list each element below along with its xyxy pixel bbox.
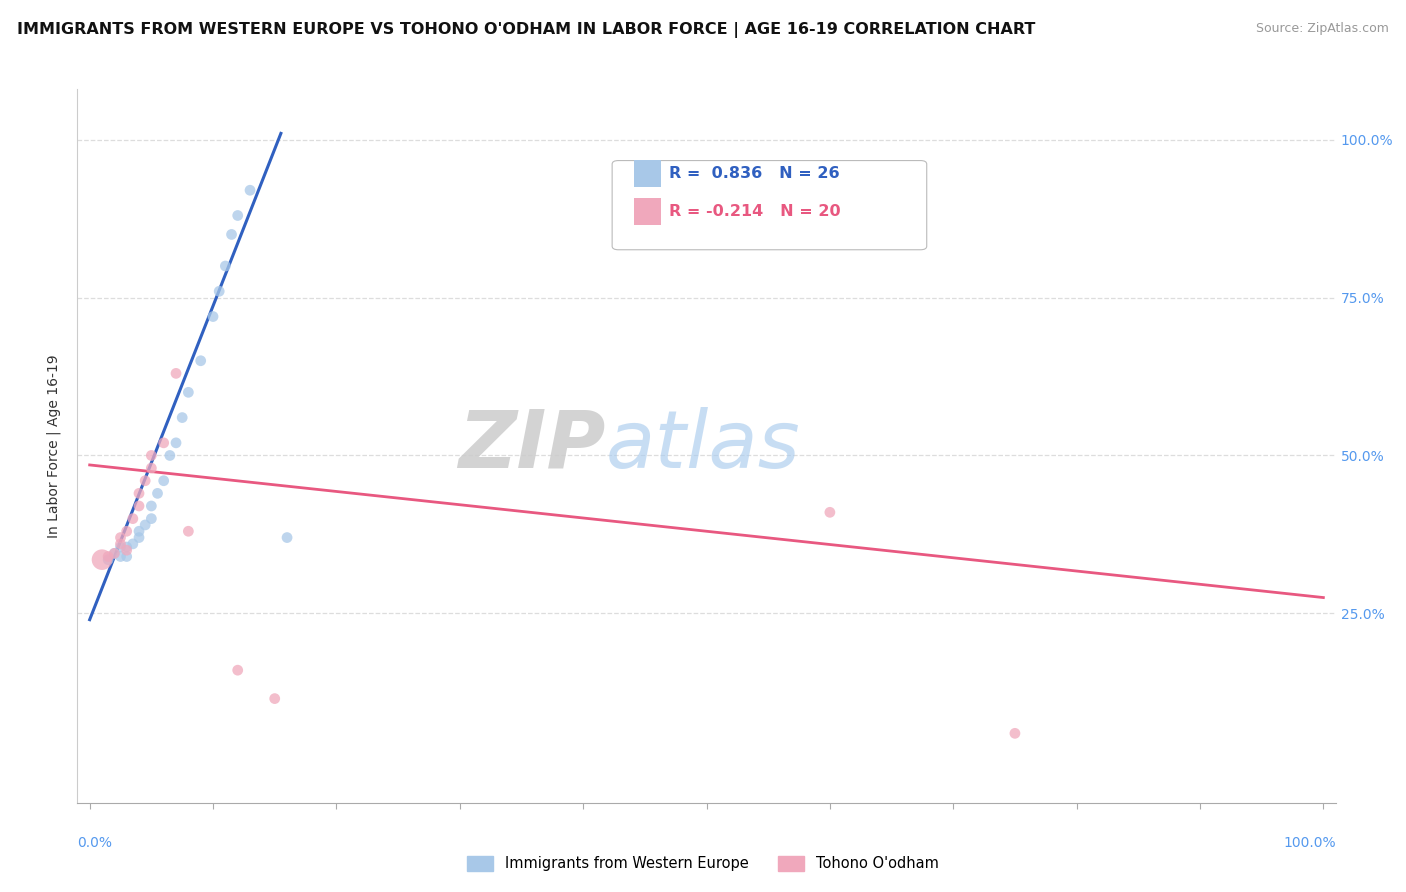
Point — [159, 449, 181, 463]
Point — [177, 385, 200, 400]
Point — [134, 517, 156, 532]
Point — [115, 540, 138, 554]
Point — [141, 449, 163, 463]
Point — [152, 435, 174, 450]
Point — [115, 543, 138, 558]
Point — [276, 531, 298, 545]
Point — [165, 435, 187, 450]
Bar — [634, 198, 661, 225]
Point — [115, 524, 138, 539]
Text: IMMIGRANTS FROM WESTERN EUROPE VS TOHONO O'ODHAM IN LABOR FORCE | AGE 16-19 CORR: IMMIGRANTS FROM WESTERN EUROPE VS TOHONO… — [17, 22, 1035, 38]
Point — [141, 499, 163, 513]
Legend: Immigrants from Western Europe, Tohono O'odham: Immigrants from Western Europe, Tohono O… — [467, 856, 939, 871]
Point — [152, 474, 174, 488]
Y-axis label: In Labor Force | Age 16-19: In Labor Force | Age 16-19 — [46, 354, 62, 538]
Bar — [634, 160, 661, 187]
Point — [202, 310, 225, 324]
Point — [1004, 726, 1026, 740]
Point — [110, 537, 132, 551]
Point — [121, 511, 143, 525]
Text: 100.0%: 100.0% — [1284, 836, 1336, 850]
Point — [172, 410, 194, 425]
Point — [110, 540, 132, 554]
Text: 0.0%: 0.0% — [77, 836, 112, 850]
Point — [190, 353, 212, 368]
Point — [128, 531, 150, 545]
Point — [818, 505, 841, 519]
Point — [141, 511, 163, 525]
Point — [221, 227, 243, 242]
Point — [226, 209, 249, 223]
Point — [134, 474, 156, 488]
Text: atlas: atlas — [606, 407, 800, 485]
Point — [110, 531, 132, 545]
Point — [165, 367, 187, 381]
Point — [91, 552, 114, 566]
Point — [115, 549, 138, 564]
Point — [103, 546, 125, 560]
Point — [146, 486, 169, 500]
Text: R =  0.836   N = 26: R = 0.836 N = 26 — [669, 166, 839, 181]
FancyBboxPatch shape — [612, 161, 927, 250]
Point — [239, 183, 262, 197]
Text: Source: ZipAtlas.com: Source: ZipAtlas.com — [1256, 22, 1389, 36]
Point — [141, 461, 163, 475]
Point — [110, 549, 132, 564]
Point — [128, 524, 150, 539]
Point — [226, 663, 249, 677]
Point — [121, 537, 143, 551]
Text: R = -0.214   N = 20: R = -0.214 N = 20 — [669, 203, 841, 219]
Point — [214, 259, 236, 273]
Point — [97, 549, 120, 564]
Point — [97, 552, 120, 566]
Text: ZIP: ZIP — [458, 407, 606, 485]
Point — [263, 691, 285, 706]
Point — [128, 499, 150, 513]
Point — [103, 546, 125, 560]
Point — [208, 285, 231, 299]
Point — [128, 486, 150, 500]
Point — [177, 524, 200, 539]
